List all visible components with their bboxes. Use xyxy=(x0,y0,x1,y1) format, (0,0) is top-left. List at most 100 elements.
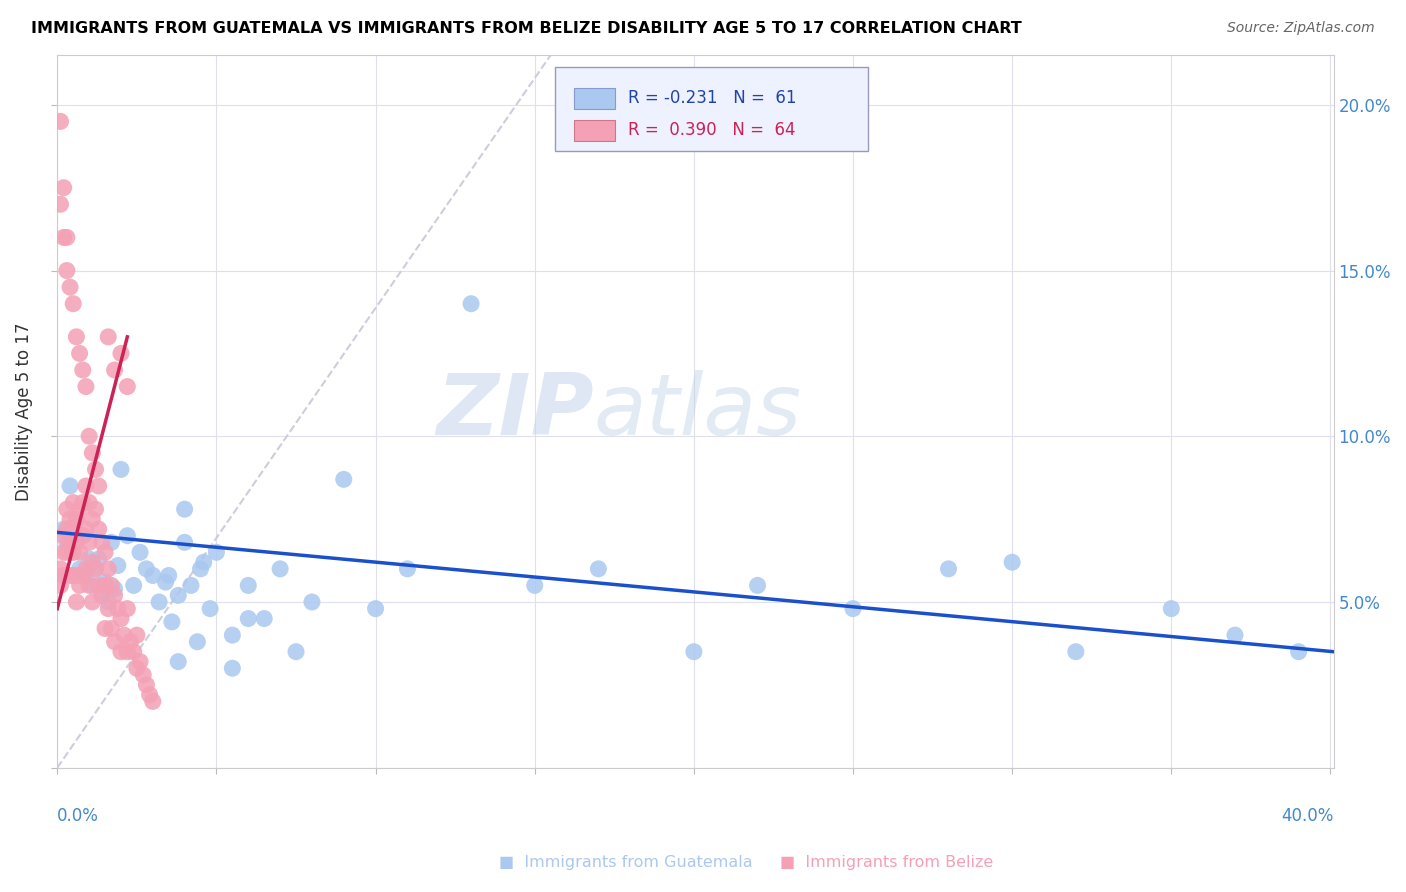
Point xyxy=(842,601,865,615)
Point xyxy=(285,645,308,659)
Point xyxy=(52,180,75,194)
Point xyxy=(84,462,107,476)
Point xyxy=(59,479,82,493)
Point xyxy=(77,429,100,443)
Point xyxy=(135,562,157,576)
Point xyxy=(1160,601,1182,615)
Point xyxy=(94,545,117,559)
Point xyxy=(87,578,110,592)
Point xyxy=(180,578,202,592)
Point xyxy=(56,522,79,536)
Point xyxy=(142,568,165,582)
Point xyxy=(122,578,145,592)
Point xyxy=(110,611,132,625)
Point xyxy=(253,611,276,625)
Point xyxy=(396,562,419,576)
Point xyxy=(87,479,110,493)
Point xyxy=(138,688,160,702)
Point xyxy=(82,555,104,569)
Point xyxy=(173,535,195,549)
Point xyxy=(167,655,190,669)
Point xyxy=(90,588,112,602)
Point xyxy=(523,578,546,592)
FancyBboxPatch shape xyxy=(574,88,614,110)
Point xyxy=(107,601,129,615)
Point xyxy=(221,661,243,675)
Point xyxy=(56,263,79,277)
Point xyxy=(75,562,97,576)
Point xyxy=(122,645,145,659)
Point xyxy=(100,535,122,549)
Point xyxy=(72,568,94,582)
Y-axis label: Disability Age 5 to 17: Disability Age 5 to 17 xyxy=(15,322,32,500)
Point xyxy=(72,495,94,509)
Point xyxy=(938,562,960,576)
Point xyxy=(238,611,260,625)
Point xyxy=(148,595,170,609)
Point xyxy=(142,694,165,708)
Point xyxy=(65,568,87,582)
Point xyxy=(52,545,75,559)
Point xyxy=(198,601,221,615)
Point xyxy=(77,552,100,566)
Point xyxy=(62,522,84,536)
Point xyxy=(129,545,152,559)
Point xyxy=(110,645,132,659)
Point xyxy=(77,495,100,509)
Point xyxy=(269,562,291,576)
Point xyxy=(104,634,127,648)
Point xyxy=(52,568,75,582)
Point xyxy=(588,562,610,576)
Point xyxy=(117,601,139,615)
Point xyxy=(132,668,155,682)
Point xyxy=(82,512,104,526)
Point xyxy=(77,535,100,549)
Point xyxy=(186,634,208,648)
Point xyxy=(332,472,354,486)
Point xyxy=(90,588,112,602)
Point xyxy=(205,545,228,559)
FancyBboxPatch shape xyxy=(574,120,614,141)
Point xyxy=(82,578,104,592)
Point xyxy=(135,678,157,692)
Point xyxy=(62,296,84,310)
Point xyxy=(104,588,127,602)
Point xyxy=(1223,628,1246,642)
Point xyxy=(120,634,142,648)
Text: 40.0%: 40.0% xyxy=(1281,807,1334,825)
Point xyxy=(1064,645,1087,659)
Point xyxy=(77,578,100,592)
Point xyxy=(59,568,82,582)
Point xyxy=(49,114,72,128)
Point xyxy=(160,615,183,629)
Text: ■  Immigrants from Guatemala: ■ Immigrants from Guatemala xyxy=(499,855,752,870)
Point xyxy=(94,578,117,592)
Point xyxy=(62,568,84,582)
Point xyxy=(56,535,79,549)
Text: R = -0.231   N =  61: R = -0.231 N = 61 xyxy=(628,89,796,107)
Point xyxy=(167,588,190,602)
Point xyxy=(82,446,104,460)
Point xyxy=(193,555,215,569)
Point xyxy=(65,595,87,609)
Point xyxy=(72,529,94,543)
Point xyxy=(69,562,91,576)
Text: 0.0%: 0.0% xyxy=(58,807,100,825)
Point xyxy=(104,582,127,596)
Point xyxy=(117,379,139,393)
Point xyxy=(75,379,97,393)
Text: atlas: atlas xyxy=(593,370,801,453)
Point xyxy=(84,562,107,576)
Point xyxy=(94,575,117,590)
Point xyxy=(62,545,84,559)
Point xyxy=(190,562,212,576)
Point xyxy=(1001,555,1024,569)
Point xyxy=(238,578,260,592)
Point xyxy=(75,568,97,582)
Point xyxy=(82,595,104,609)
Point xyxy=(49,578,72,592)
Point xyxy=(100,578,122,592)
Text: IMMIGRANTS FROM GUATEMALA VS IMMIGRANTS FROM BELIZE DISABILITY AGE 5 TO 17 CORRE: IMMIGRANTS FROM GUATEMALA VS IMMIGRANTS … xyxy=(31,21,1022,36)
Point xyxy=(221,628,243,642)
Point xyxy=(94,622,117,636)
